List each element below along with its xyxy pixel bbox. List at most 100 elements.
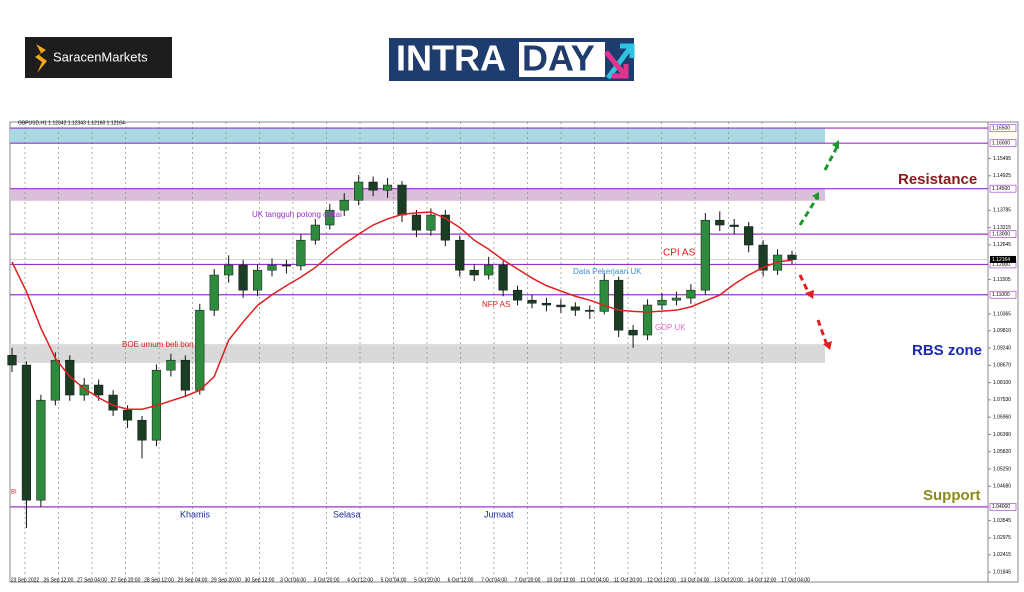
candle-body <box>512 289 523 301</box>
candle-body <box>585 309 595 312</box>
y-tick-label: 1.02975 <box>993 535 1011 541</box>
y-tick-label: 1.04680 <box>993 484 1011 490</box>
level-box <box>989 230 1017 238</box>
zone <box>10 128 825 144</box>
candle-body <box>744 226 754 246</box>
candle-body <box>700 219 710 291</box>
candle-body <box>570 306 580 311</box>
time-label: 5 Oct 20:00 <box>414 577 440 583</box>
candle-body <box>642 304 653 336</box>
level-label: 1.12000 <box>992 262 1010 268</box>
level-label: 1.16000 <box>992 141 1010 147</box>
candle-body <box>671 297 682 301</box>
time-label: 7 Oct 20:00 <box>515 577 541 583</box>
time-label: 17 Oct 04:00 <box>781 577 810 583</box>
level-label: 1.16500 <box>992 125 1010 131</box>
banner-arrow-up <box>605 43 635 80</box>
candle-body <box>368 181 378 191</box>
level-box <box>989 124 1017 132</box>
candle-body <box>382 184 393 191</box>
current-box <box>990 255 1016 263</box>
time-label: 11 Oct 20:00 <box>614 577 642 583</box>
level-label: 1.04000 <box>992 504 1010 510</box>
candle-body <box>715 219 725 226</box>
time-label: 27 Sep 04:00 <box>77 577 107 583</box>
annotation: BOE umum beli bon <box>122 340 194 349</box>
candle-body <box>455 239 465 271</box>
banner-right: DAY <box>522 38 595 79</box>
candle-body <box>556 304 566 308</box>
current-label: 1.12164 <box>992 257 1010 263</box>
candle-body <box>325 209 335 226</box>
banner-arrow-down <box>604 50 629 79</box>
annotation: UK tangguh potong cukai <box>252 210 342 219</box>
y-tick-label: 1.13215 <box>993 225 1011 231</box>
brand-name: SaracenMarkets <box>53 49 148 64</box>
time-label: 7 Oct 04:00 <box>481 577 507 583</box>
time-label: 13 Oct 04:00 <box>681 577 710 583</box>
candle-body <box>599 279 609 312</box>
candle-body <box>426 214 436 231</box>
y-tick-label: 1.11505 <box>993 277 1011 283</box>
candle-body <box>166 359 176 371</box>
level-box <box>989 184 1017 193</box>
candle-body <box>686 289 696 299</box>
candle-body <box>238 264 248 291</box>
y-tick-label: 1.06390 <box>993 432 1011 438</box>
time-label: 29 Sep 20:00 <box>211 577 241 583</box>
candle-body <box>209 274 219 311</box>
candle-body <box>397 184 407 216</box>
time-label: 6 Oct 12:00 <box>448 577 474 583</box>
candle-body <box>657 299 667 306</box>
candle-body <box>614 279 624 331</box>
candle-body <box>36 399 46 501</box>
level-box <box>989 503 1017 511</box>
level-box <box>989 290 1017 299</box>
time-label: 27 Sep 20:00 <box>111 577 141 583</box>
candle-body <box>310 224 320 241</box>
zone-label: Support <box>923 487 981 504</box>
time-label: 10 Oct 12:00 <box>547 577 576 583</box>
y-tick-label: 1.15495 <box>993 156 1011 162</box>
banner-left: INTRA <box>396 38 506 79</box>
banner-box <box>519 42 605 77</box>
time-label: 3 Oct 20:00 <box>314 577 340 583</box>
level-label: 1.11000 <box>992 292 1010 298</box>
forecast-arrows <box>798 140 840 350</box>
candle-body <box>94 384 104 396</box>
y-tick-label: 1.12645 <box>993 242 1011 248</box>
candle-body <box>50 359 60 401</box>
candle-body <box>469 269 479 276</box>
candle-body <box>79 384 89 396</box>
candle-body <box>195 309 205 391</box>
annotation: GDP UK <box>655 323 686 332</box>
candle-body <box>267 264 277 271</box>
candle-body <box>484 264 494 276</box>
time-label: 14 Oct 12:00 <box>748 577 777 583</box>
y-tick-label: 1.07530 <box>993 397 1011 403</box>
candle-body <box>252 269 263 291</box>
symbol-header: GBPUSD,H1 1.12342 1.12343 1.12160 1.1216… <box>18 120 125 126</box>
zone-label: Resistance <box>898 171 977 188</box>
candle-body <box>527 299 537 304</box>
time-label: 12 Oct 12:00 <box>647 577 676 583</box>
day-label: Khamis <box>180 509 211 519</box>
candle-body <box>137 419 147 441</box>
y-tick-label: 1.14925 <box>993 173 1011 179</box>
y-tick-label: 1.10365 <box>993 311 1011 317</box>
zone-label: RBS zone <box>912 342 982 359</box>
y-tick-label: 1.06960 <box>993 414 1011 420</box>
time-label: 13 Oct 20:00 <box>714 577 743 583</box>
time-label: 3 Oct 04:00 <box>280 577 306 583</box>
y-tick-label: 1.03545 <box>993 518 1011 524</box>
candle-body <box>628 329 638 336</box>
y-tick-label: 1.01845 <box>993 569 1011 575</box>
candle-body <box>180 359 190 391</box>
y-tick-label: 1.08670 <box>993 363 1011 369</box>
candle-body <box>224 264 234 276</box>
time-label: 30 Sep 12:00 <box>245 577 275 583</box>
candle-body <box>122 409 133 421</box>
candle-body <box>339 199 349 211</box>
candle-body <box>281 264 292 267</box>
